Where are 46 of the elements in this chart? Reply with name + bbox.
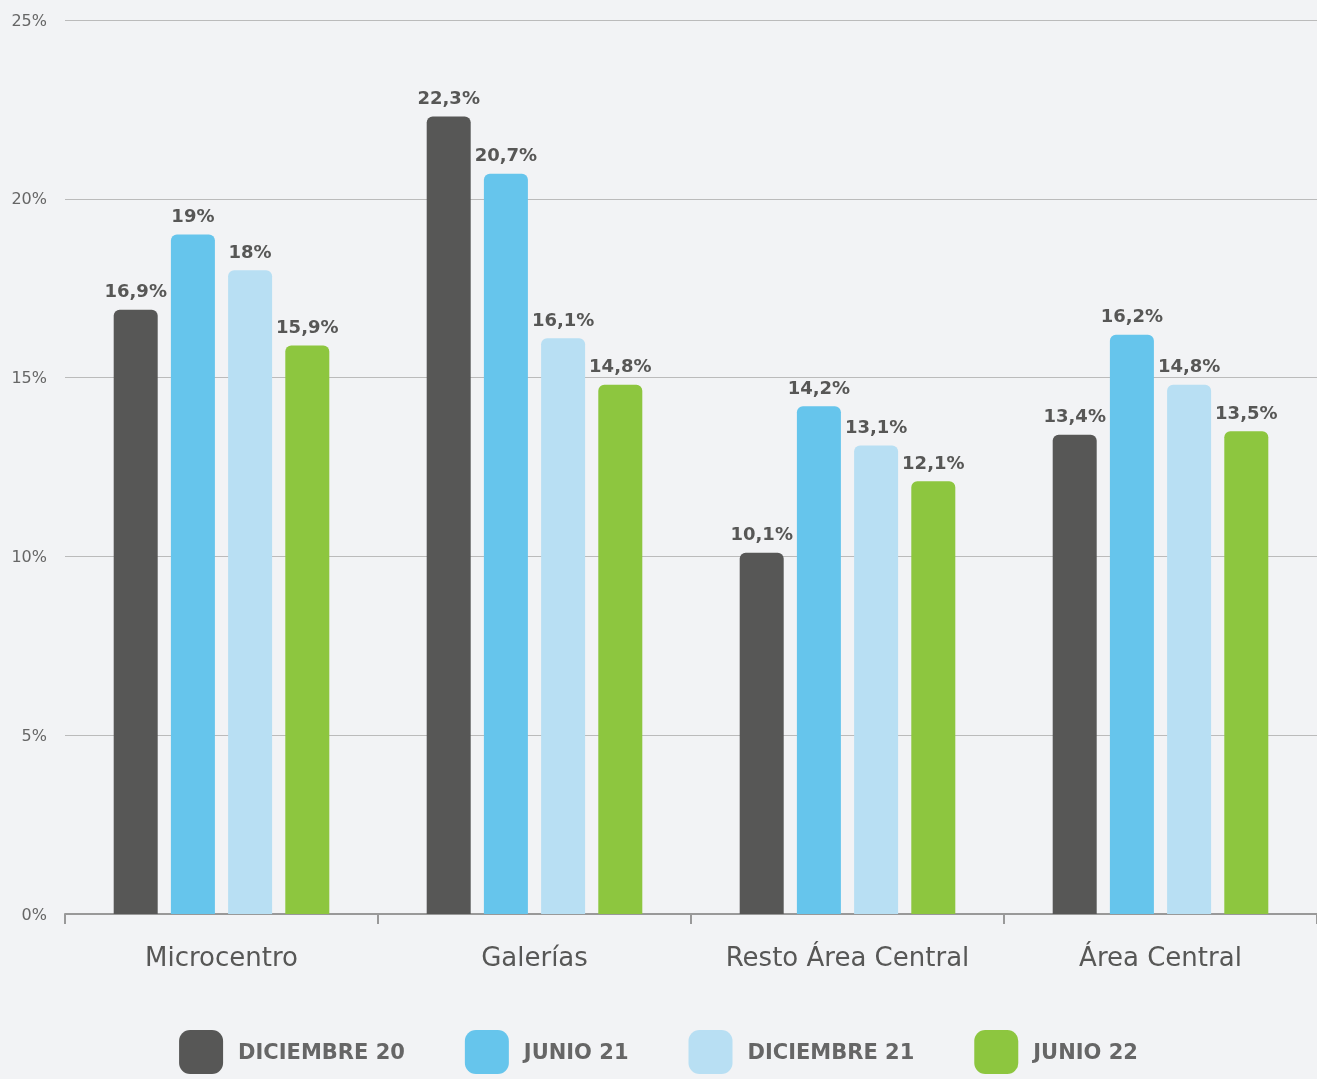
data-label: 13,1% [844, 416, 908, 438]
legend-label: JUNIO 21 [521, 1040, 629, 1064]
data-label: 13,5% [1215, 401, 1278, 423]
y-tick-label: 15% [11, 368, 47, 388]
data-label: 12,1% [902, 451, 965, 473]
data-label: 15,9% [276, 315, 339, 337]
bar [170, 234, 215, 914]
bar [541, 338, 586, 914]
bar [911, 481, 956, 914]
legend-label: DICIEMBRE 20 [238, 1040, 405, 1064]
data-label: 13,4% [1043, 405, 1106, 427]
bar [113, 309, 158, 914]
bar [1052, 434, 1097, 914]
data-label: 16,2% [1100, 305, 1164, 327]
data-label: 22,3% [417, 87, 480, 109]
bar [598, 384, 643, 914]
data-label: 14,2% [787, 376, 851, 398]
x-tick-label: Área Central [1079, 941, 1242, 972]
bar [1224, 431, 1269, 914]
x-tick-label: Galerías [481, 942, 588, 972]
bar [426, 116, 471, 914]
bar [854, 445, 899, 914]
bar [483, 173, 528, 914]
data-label: 10,1% [730, 523, 793, 545]
y-tick-label: 20% [11, 189, 47, 209]
y-tick-label: 5% [21, 725, 47, 745]
y-tick-label: 25% [11, 10, 47, 30]
bar [1109, 334, 1154, 914]
data-label: 16,1% [531, 308, 595, 330]
x-tick-label: Microcentro [145, 942, 298, 972]
bar [285, 345, 330, 914]
y-tick-label: 0% [21, 904, 47, 924]
data-label: 20,7% [474, 144, 538, 166]
data-label: 14,8% [589, 355, 652, 377]
bar [739, 552, 784, 914]
data-label: 14,8% [1157, 355, 1221, 377]
x-tick-label: Resto Área Central [725, 941, 970, 972]
legend-label: DICIEMBRE 21 [747, 1040, 915, 1064]
bar [228, 270, 273, 914]
bar [1167, 384, 1212, 914]
y-tick-label: 10% [11, 546, 47, 566]
bar [796, 406, 841, 914]
data-label: 18% [228, 240, 272, 262]
data-label: 16,9% [104, 280, 167, 302]
data-label: 19% [171, 205, 215, 227]
legend-label: JUNIO 22 [1031, 1040, 1138, 1064]
